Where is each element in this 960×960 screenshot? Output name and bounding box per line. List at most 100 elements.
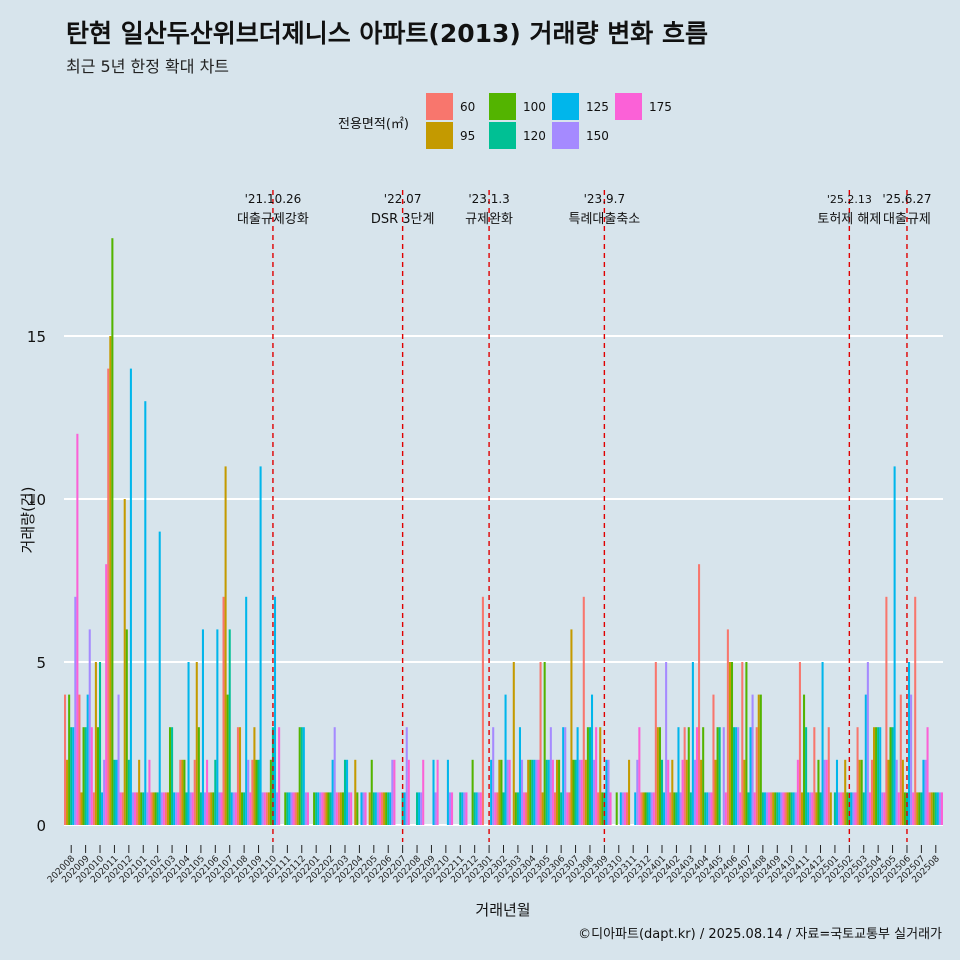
bar-125-202507 [922,759,925,825]
bar-150-202208 [420,792,423,825]
bar-120-202012 [127,759,130,825]
bar-60-202505 [885,596,888,825]
bar-60-202502 [842,792,845,825]
bar-175-202208 [422,759,425,825]
bar-95-202405 [714,759,717,825]
bar-60-202202 [323,792,326,825]
y-tick-label: 10 [27,491,46,509]
bar-60-202103 [164,792,167,825]
legend-key-95 [426,122,453,149]
bar-125-202308 [590,694,594,825]
bar-125-202402 [677,727,680,825]
bar-120-202307 [574,759,577,825]
bar-120-202304 [531,759,534,825]
legend-key-120 [489,122,516,149]
bar-100-202407 [745,662,748,825]
bar-120-202308 [588,727,591,825]
bar-95-202011 [109,336,112,825]
bar-175-202401 [667,759,670,825]
event-markers: '21.10.26 대출규제강화 '22.07 DSR 3단계 '23.1.3 규제완화 '… [237,190,932,842]
bar-95-202106 [210,792,213,825]
bar-175-202104 [191,792,194,825]
bar-150-202311 [636,759,639,825]
legend: 전용면적(㎡) 60 95 100 120 125 150 175 [338,93,672,149]
bar-95-202009 [80,792,83,825]
bar-150-202209 [434,792,437,825]
bar-150-202301 [492,727,495,825]
bar-60-202309 [597,792,600,825]
bar-150-202203 [348,792,351,825]
legend-title: 전용면적(㎡) [338,117,409,132]
bar-60-202010 [92,792,95,825]
bar-95-202105 [195,662,198,825]
bar-120-202303 [516,792,519,825]
bar-125-202201 [317,792,320,825]
bar-95-202501 [829,792,832,825]
bar-100-202109 [255,759,258,825]
bar-175-202305 [551,759,554,825]
bar-95-202406 [728,662,731,825]
bar-125-202210 [446,759,449,825]
bar-150-202110 [276,792,279,825]
bar-150-202205 [376,792,379,825]
bar-100-202310 [615,792,618,825]
bar-120-202101 [142,792,145,825]
event-label: 토허제 해제 [817,212,881,227]
bar-150-202303 [520,759,524,825]
bar-60-202105 [193,759,196,825]
bar-175-202012 [133,792,137,825]
bar-175-202212 [479,792,482,825]
bar-125-202111 [288,792,291,825]
bar-60-202406 [726,629,729,825]
legend-key-100 [489,93,516,120]
legend-label-120: 120 [523,129,546,143]
bar-100-202306 [558,759,561,825]
bar-100-202108 [241,792,244,825]
bar-120-202403 [689,792,692,825]
bar-150-202402 [679,792,682,825]
bar-175-202508 [940,792,943,825]
bar-95-202410 [786,792,789,825]
event-date: '21.10.26 [245,192,302,206]
bar-175-202207 [407,759,410,825]
legend-label-150: 150 [586,129,609,143]
bar-60-202412 [813,727,816,825]
bar-100-202405 [716,727,719,825]
bar-100-202010 [96,727,99,825]
bar-125-202403 [691,662,694,825]
bar-150-202204 [362,792,365,825]
bar-100-202112 [298,727,301,825]
bar-150-202207 [405,727,408,825]
bar-60-202308 [582,596,585,825]
bar-125-202206 [389,792,392,825]
bar-175-202301 [494,792,497,825]
bar-150-202411 [809,792,812,825]
bar-125-202506 [908,662,911,825]
bar-175-202108 [249,792,252,825]
bar-175-202010 [105,564,108,825]
bar-95-202304 [527,759,530,825]
bar-125-202104 [187,662,190,825]
bar-100-202308 [586,727,589,825]
bar-120-202501 [833,792,836,825]
bar-120-202205 [372,792,375,825]
bar-125-202307 [576,727,579,825]
bar-95-202307 [570,629,573,825]
event-date: '22.07 [384,192,422,206]
bar-150-202107 [232,792,235,825]
bar-175-202011 [119,792,122,825]
bar-120-202109 [257,759,260,825]
bar-175-202204 [364,792,367,825]
legend-key-150 [552,122,579,149]
bar-95-202010 [94,662,97,825]
bar-60-202405 [712,694,715,825]
bar-175-202411 [811,792,814,825]
bar-120-202409 [776,792,779,825]
bar-175-202201 [321,792,324,825]
bar-60-202501 [827,727,830,825]
bar-175-202412 [825,759,828,825]
bar-95-202012 [123,499,126,825]
chart-title: 탄현 일산두산위브더제니스 아파트(2013) 거래량 변화 흐름 [66,19,708,48]
bar-175-202206 [393,759,396,825]
bar-60-202411 [798,662,801,825]
